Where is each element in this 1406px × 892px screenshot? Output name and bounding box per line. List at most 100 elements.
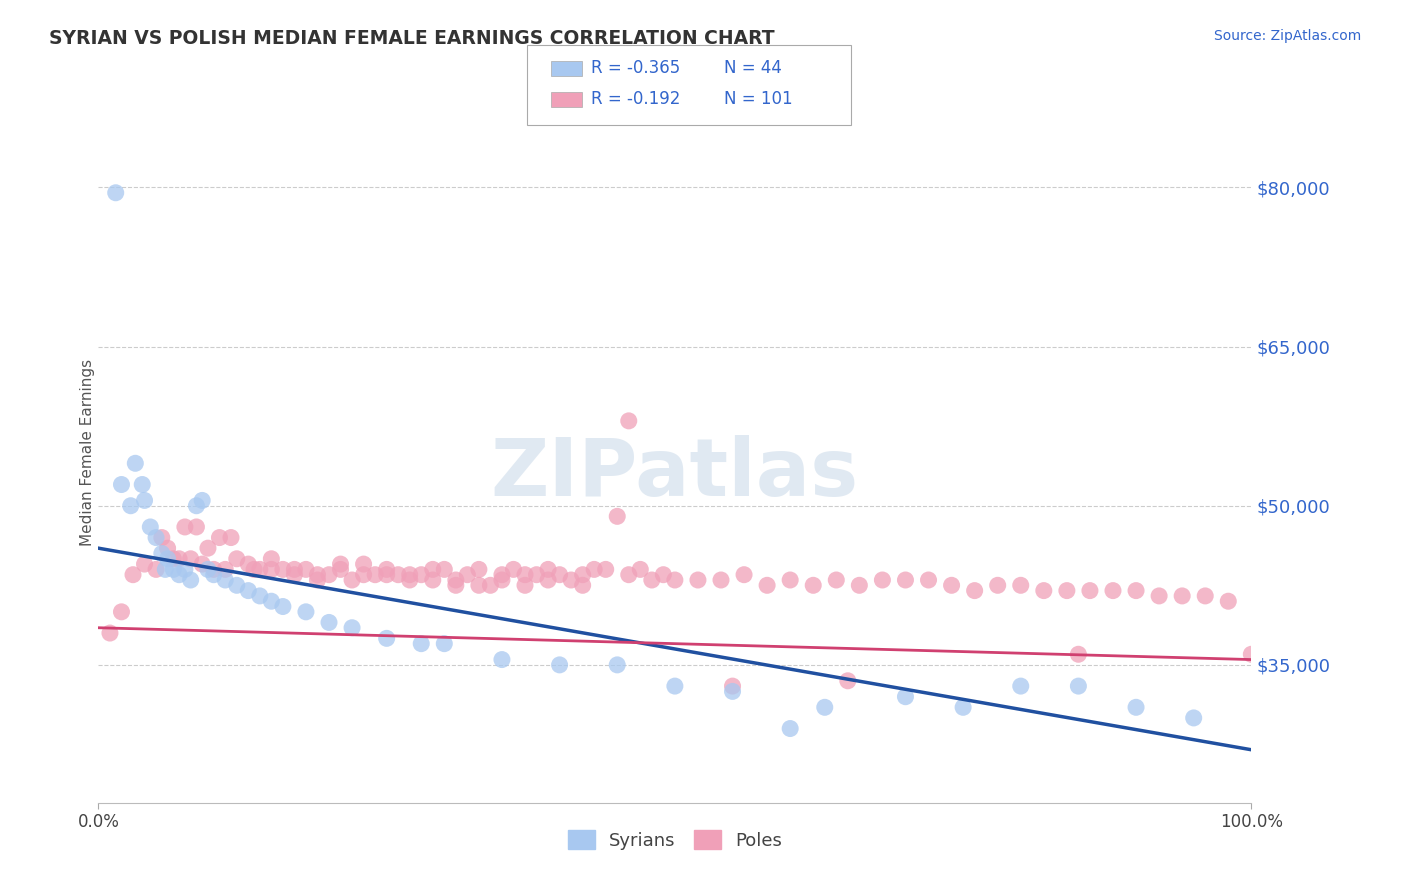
Point xyxy=(238,557,260,571)
Point xyxy=(238,583,260,598)
Point xyxy=(548,567,571,582)
Point xyxy=(1010,679,1032,693)
Point xyxy=(571,578,593,592)
Point xyxy=(214,562,236,576)
Point xyxy=(617,567,640,582)
Point xyxy=(271,562,294,576)
Point xyxy=(1182,711,1205,725)
Point xyxy=(444,578,467,592)
Point xyxy=(174,520,197,534)
Point xyxy=(814,700,837,714)
Point xyxy=(686,573,709,587)
Point xyxy=(571,567,593,582)
Point xyxy=(1171,589,1194,603)
Point xyxy=(1125,583,1147,598)
Point xyxy=(491,567,513,582)
Text: N = 44: N = 44 xyxy=(724,59,782,77)
Point xyxy=(295,605,318,619)
Point xyxy=(583,562,606,576)
Point xyxy=(167,567,190,582)
Point xyxy=(422,573,444,587)
Point xyxy=(340,621,363,635)
Point xyxy=(537,562,560,576)
Point xyxy=(162,551,184,566)
Point xyxy=(664,679,686,693)
Point xyxy=(219,531,242,545)
Point xyxy=(202,567,225,582)
Point xyxy=(180,551,202,566)
Point xyxy=(243,562,266,576)
Point xyxy=(329,562,352,576)
Point xyxy=(249,562,271,576)
Point xyxy=(1032,583,1054,598)
Point xyxy=(1147,589,1170,603)
Point xyxy=(779,573,801,587)
Point xyxy=(174,562,197,576)
Point xyxy=(375,562,398,576)
Point xyxy=(145,531,167,545)
Point xyxy=(353,567,375,582)
Point xyxy=(987,578,1010,592)
Point xyxy=(491,573,513,587)
Point xyxy=(260,562,283,576)
Point xyxy=(1078,583,1101,598)
Point xyxy=(134,493,156,508)
Point xyxy=(894,690,917,704)
Point xyxy=(329,557,352,571)
Y-axis label: Median Female Earnings: Median Female Earnings xyxy=(80,359,94,546)
Point xyxy=(1240,647,1263,661)
Point xyxy=(1218,594,1240,608)
Point xyxy=(340,573,363,587)
Point xyxy=(197,541,219,556)
Point xyxy=(502,562,524,576)
Point xyxy=(444,573,467,587)
Point xyxy=(191,557,214,571)
Legend: Syrians, Poles: Syrians, Poles xyxy=(561,823,789,857)
Point xyxy=(1056,583,1078,598)
Text: R = -0.192: R = -0.192 xyxy=(591,90,681,108)
Point xyxy=(422,562,444,576)
Point xyxy=(387,567,409,582)
Point xyxy=(225,578,247,592)
Point xyxy=(307,567,329,582)
Point xyxy=(318,567,340,582)
Point xyxy=(721,684,744,698)
Point xyxy=(710,573,733,587)
Point xyxy=(167,551,190,566)
Point xyxy=(225,551,247,566)
Point xyxy=(456,567,478,582)
Point xyxy=(249,589,271,603)
Point xyxy=(110,605,132,619)
Point xyxy=(548,657,571,672)
Text: R = -0.365: R = -0.365 xyxy=(591,59,679,77)
Point xyxy=(779,722,801,736)
Point xyxy=(537,573,560,587)
Point xyxy=(952,700,974,714)
Point xyxy=(375,567,398,582)
Point xyxy=(1102,583,1125,598)
Point xyxy=(1194,589,1216,603)
Point xyxy=(364,567,387,582)
Point xyxy=(260,551,283,566)
Point xyxy=(156,551,179,566)
Point xyxy=(191,493,214,508)
Point xyxy=(468,562,491,576)
Point xyxy=(122,567,145,582)
Point xyxy=(595,562,617,576)
Point xyxy=(606,657,628,672)
Point xyxy=(197,562,219,576)
Point xyxy=(295,562,318,576)
Point xyxy=(733,567,755,582)
Point xyxy=(283,567,305,582)
Point xyxy=(872,573,894,587)
Point xyxy=(186,520,208,534)
Point xyxy=(848,578,870,592)
Point xyxy=(162,562,184,576)
Point xyxy=(721,679,744,693)
Point xyxy=(560,573,582,587)
Point xyxy=(120,499,142,513)
Point xyxy=(202,562,225,576)
Point xyxy=(491,652,513,666)
Point xyxy=(1067,679,1090,693)
Point xyxy=(641,573,664,587)
